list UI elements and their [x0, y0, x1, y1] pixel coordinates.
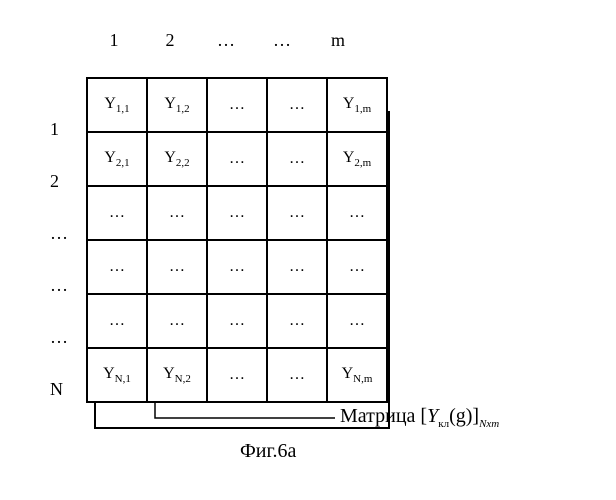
caption-Y-sub: кл: [438, 418, 449, 430]
matrix-cell: …: [147, 294, 207, 348]
matrix-cell: …: [267, 348, 327, 402]
matrix-cell: …: [87, 186, 147, 240]
matrix-cell: …: [207, 294, 267, 348]
matrix-rows: 12………NY1,1Y1,2……Y1,mY2,1Y2,2……Y2,m…………………: [50, 77, 388, 403]
matrix-cell: …: [147, 186, 207, 240]
matrix-cell: Y1,2: [147, 78, 207, 132]
figure-label: Фиг.6а: [240, 440, 296, 463]
matrix-table: Y1,1Y1,2……Y1,mY2,1Y2,2……Y2,m…………………………………: [86, 77, 388, 403]
matrix-cell: YN,m: [327, 348, 387, 402]
matrix-cell: …: [207, 348, 267, 402]
matrix-cell: …: [267, 294, 327, 348]
matrix-cell: …: [267, 132, 327, 186]
matrix-cell: …: [87, 294, 147, 348]
matrix-cell: Y2,m: [327, 132, 387, 186]
matrix-cell: Y2,1: [87, 132, 147, 186]
matrix-cell: …: [327, 294, 387, 348]
matrix-diagram: 12……m 12………NY1,1Y1,2……Y1,mY2,1Y2,2……Y2,m…: [50, 30, 388, 403]
matrix-cell: Y2,2: [147, 132, 207, 186]
matrix-cell: …: [87, 240, 147, 294]
caption-prefix: Матрица: [340, 405, 420, 427]
matrix-cell: …: [207, 186, 267, 240]
matrix-cell: …: [267, 186, 327, 240]
matrix-cell: …: [207, 78, 267, 132]
matrix-cell: Y1,1: [87, 78, 147, 132]
matrix-cell: …: [147, 240, 207, 294]
table-row: ……………: [87, 294, 387, 348]
matrix-cell: Y1,m: [327, 78, 387, 132]
matrix-cell: YN,1: [87, 348, 147, 402]
matrix-cell: …: [267, 240, 327, 294]
matrix-cell: …: [327, 240, 387, 294]
table-row: ……………: [87, 240, 387, 294]
matrix-caption: Матрица [Yкл(g)]Nxm: [340, 405, 499, 430]
table-row: Y2,1Y2,2……Y2,m: [87, 132, 387, 186]
table-row: YN,1YN,2……YN,m: [87, 348, 387, 402]
matrix-cell: …: [327, 186, 387, 240]
table-row: Y1,1Y1,2……Y1,m: [87, 78, 387, 132]
caption-dim: Nxm: [479, 418, 499, 430]
matrix-cell: …: [267, 78, 327, 132]
matrix-cell: …: [207, 240, 267, 294]
matrix-cell: …: [207, 132, 267, 186]
matrix-cell: YN,2: [147, 348, 207, 402]
caption-g: (g): [449, 405, 472, 427]
caption-Y: Y: [427, 405, 438, 427]
table-row: ……………: [87, 186, 387, 240]
